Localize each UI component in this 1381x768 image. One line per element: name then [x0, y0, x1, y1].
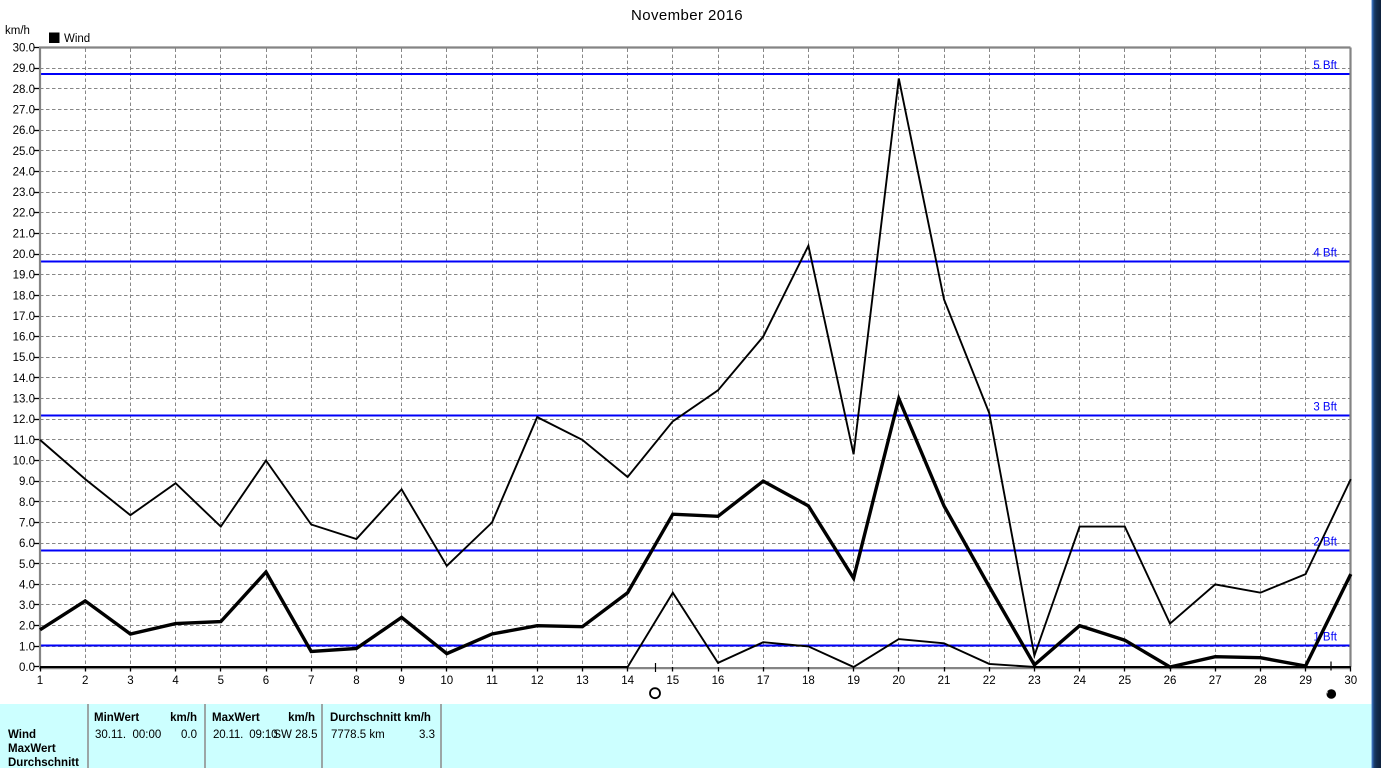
- svg-text:11.0: 11.0: [13, 435, 35, 447]
- svg-text:km/h: km/h: [5, 25, 30, 37]
- svg-text:Wind: Wind: [8, 729, 36, 741]
- svg-text:20.0: 20.0: [13, 249, 35, 261]
- svg-text:7: 7: [308, 675, 314, 687]
- svg-text:Durchschnitt: Durchschnitt: [8, 757, 79, 768]
- svg-text:4 Bft: 4 Bft: [1313, 248, 1337, 260]
- svg-text:27: 27: [1209, 675, 1222, 687]
- svg-text:30.11. 00:00: 30.11. 00:00: [95, 729, 161, 741]
- svg-text:3 Bft: 3 Bft: [1313, 402, 1337, 414]
- svg-text:4.0: 4.0: [19, 579, 35, 591]
- svg-text:MaxWert: MaxWert: [212, 712, 260, 724]
- svg-text:23.0: 23.0: [13, 187, 35, 199]
- svg-text:17.0: 17.0: [13, 311, 35, 323]
- svg-text:5.0: 5.0: [19, 559, 35, 571]
- svg-text:18: 18: [802, 675, 815, 687]
- svg-text:19.0: 19.0: [13, 270, 35, 282]
- svg-text:12: 12: [531, 675, 544, 687]
- svg-text:21.0: 21.0: [13, 228, 35, 240]
- svg-text:17: 17: [757, 675, 770, 687]
- svg-text:MaxWert: MaxWert: [8, 743, 56, 755]
- svg-text:14: 14: [621, 675, 634, 687]
- svg-text:November 2016: November 2016: [631, 7, 743, 24]
- svg-text:4: 4: [172, 675, 179, 687]
- svg-text:10: 10: [440, 675, 453, 687]
- svg-text:5 Bft: 5 Bft: [1313, 60, 1337, 72]
- svg-text:SW 28.5: SW 28.5: [273, 729, 317, 741]
- svg-text:11: 11: [486, 675, 498, 687]
- svg-text:21: 21: [938, 675, 951, 687]
- svg-text:20: 20: [892, 675, 905, 687]
- svg-text:3.3: 3.3: [419, 729, 435, 741]
- svg-text:9: 9: [398, 675, 404, 687]
- svg-text:24: 24: [1073, 675, 1086, 687]
- svg-text:25.0: 25.0: [13, 146, 35, 158]
- svg-text:km/h: km/h: [170, 712, 197, 724]
- svg-text:28.0: 28.0: [13, 84, 35, 96]
- svg-text:30.0: 30.0: [13, 43, 35, 55]
- svg-text:16.0: 16.0: [13, 332, 35, 344]
- svg-text:16: 16: [712, 675, 725, 687]
- svg-text:5: 5: [218, 675, 224, 687]
- svg-text:9.0: 9.0: [19, 476, 35, 488]
- svg-text:2: 2: [82, 675, 88, 687]
- svg-text:3.0: 3.0: [19, 600, 35, 612]
- svg-text:25: 25: [1118, 675, 1131, 687]
- svg-text:15.0: 15.0: [13, 352, 35, 364]
- svg-text:28: 28: [1254, 675, 1267, 687]
- svg-text:24.0: 24.0: [13, 166, 35, 178]
- svg-text:26.0: 26.0: [13, 125, 35, 137]
- svg-text:26: 26: [1164, 675, 1177, 687]
- svg-text:15: 15: [666, 675, 679, 687]
- svg-text:14.0: 14.0: [13, 373, 35, 385]
- svg-text:22: 22: [983, 675, 996, 687]
- svg-text:10.0: 10.0: [13, 456, 35, 468]
- svg-text:8: 8: [353, 675, 359, 687]
- svg-text:6.0: 6.0: [19, 538, 35, 550]
- svg-text:29.0: 29.0: [13, 63, 35, 75]
- svg-text:7778.5 km: 7778.5 km: [331, 729, 385, 741]
- svg-text:MinWert: MinWert: [94, 712, 139, 724]
- svg-text:2 Bft: 2 Bft: [1313, 537, 1337, 549]
- svg-text:1: 1: [37, 675, 43, 687]
- svg-text:Durchschnitt km/h: Durchschnitt km/h: [330, 712, 431, 724]
- svg-text:km/h: km/h: [288, 712, 315, 724]
- svg-text:0.0: 0.0: [19, 662, 35, 674]
- svg-text:3: 3: [127, 675, 133, 687]
- svg-text:12.0: 12.0: [13, 414, 35, 426]
- svg-text:0.0: 0.0: [181, 729, 197, 741]
- svg-text:27.0: 27.0: [13, 105, 35, 117]
- svg-text:Wind: Wind: [64, 33, 90, 45]
- svg-text:22.0: 22.0: [13, 208, 35, 220]
- svg-text:8.0: 8.0: [19, 497, 35, 509]
- svg-text:19: 19: [847, 675, 860, 687]
- svg-text:13.0: 13.0: [13, 394, 35, 406]
- svg-text:29: 29: [1299, 675, 1312, 687]
- svg-text:2.0: 2.0: [19, 621, 35, 633]
- svg-text:7.0: 7.0: [19, 518, 35, 530]
- svg-text:30: 30: [1344, 675, 1357, 687]
- svg-text:6: 6: [263, 675, 269, 687]
- svg-text:13: 13: [576, 675, 589, 687]
- svg-text:1.0: 1.0: [19, 641, 35, 653]
- svg-text:20.11. 09:10: 20.11. 09:10: [213, 729, 277, 741]
- svg-text:18.0: 18.0: [13, 290, 35, 302]
- svg-text:23: 23: [1028, 675, 1041, 687]
